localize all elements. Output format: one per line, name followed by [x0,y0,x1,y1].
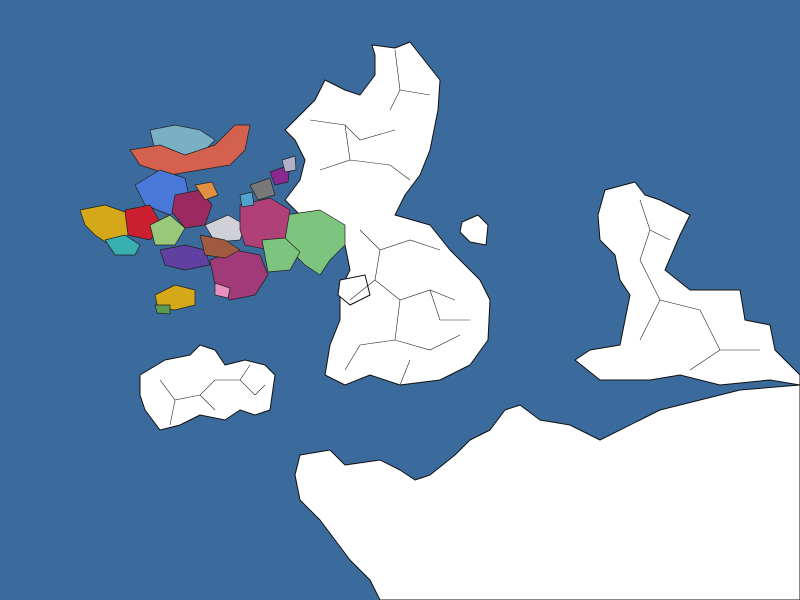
region [159,244,211,271]
small-island [459,214,489,246]
region [149,214,186,246]
central-landmass [284,41,491,386]
region [239,191,255,208]
region [154,304,171,315]
region [281,155,297,173]
region [261,237,301,273]
province-borders [639,199,760,371]
region [199,234,241,259]
region [194,181,219,201]
southern-landmass [294,384,800,600]
eastern-landmass [574,181,800,386]
region [249,177,276,201]
region [214,282,231,299]
small-island [337,274,371,306]
region [104,234,141,256]
province-borders [159,49,470,426]
